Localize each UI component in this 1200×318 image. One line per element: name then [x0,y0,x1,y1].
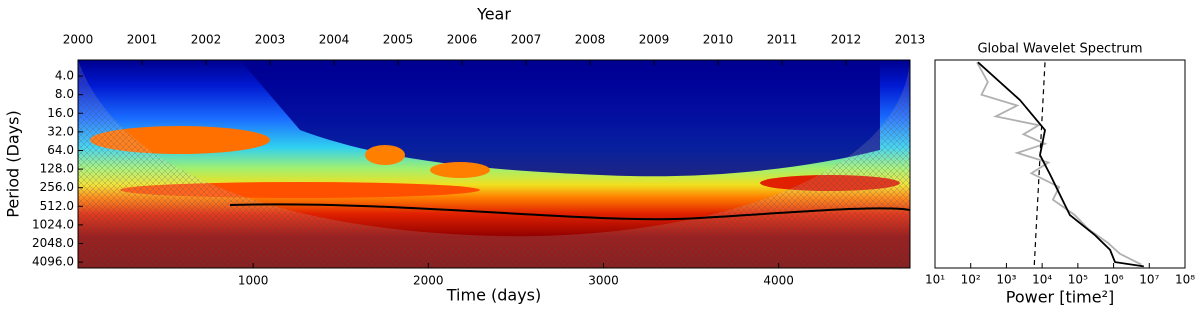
x2-tick-label: 2013 [895,33,926,47]
y-tick-label: 64.0 [47,143,74,157]
y-tick-label: 16.0 [47,106,74,120]
y-tick-label: 8.0 [55,87,74,101]
spectrum-x-label: Power [time²] [1006,288,1115,307]
y-tick-label: 1024.0 [32,217,74,231]
x-tick-label: 10⁸ [1175,273,1195,287]
y-tick-label: 4096.0 [32,255,74,269]
x2-axis-label: Year [476,5,511,24]
x2-tick-label: 2010 [703,33,734,47]
x2-tick-label: 2004 [319,33,350,47]
x-tick-label: 10¹ [925,273,945,287]
y-tick-label: 512.0 [40,199,74,213]
spectrum-title: Global Wavelet Spectrum [977,42,1142,57]
x2-tick-label: 2003 [255,33,286,47]
x-axis-label: Time (days) [446,286,542,305]
x2-tick-label: 2007 [511,33,542,47]
x-tick-label: 10³ [996,273,1016,287]
x-tick-label: 10⁶ [1104,273,1124,287]
x2-tick-label: 2001 [127,33,158,47]
x2-tick-label: 2011 [767,33,798,47]
wavelet-power [78,60,910,268]
x2-tick-label: 2012 [831,33,862,47]
x-tick-label: 1000 [238,274,269,288]
x-tick-label: 4000 [763,274,794,288]
spectrum-line [976,61,1142,266]
spectrum-frame [934,59,1186,269]
y-tick-label: 32.0 [47,124,74,138]
x-tick-label: 10⁴ [1032,273,1052,287]
y-tick-label: 4.0 [55,69,74,83]
y-tick-label: 2048.0 [32,236,74,250]
spectrum-line [977,61,1144,268]
y-axis-label: Period (Days) [4,110,23,217]
y-tick-label: 256.0 [40,180,74,194]
x-tick-label: 2000 [413,274,444,288]
x-tick-label: 10⁷ [1139,273,1159,287]
x-tick-label: 10² [961,273,981,287]
x2-tick-label: 2002 [191,33,222,47]
x-tick-label: 10⁵ [1068,273,1088,287]
x2-tick-label: 2006 [447,33,478,47]
x2-tick-label: 2009 [639,33,670,47]
plot-frame [77,59,911,269]
spectrum-line [1033,62,1046,267]
y-tick-label: 128.0 [40,162,74,176]
x2-tick-label: 2000 [63,33,94,47]
x2-tick-label: 2008 [575,33,606,47]
x2-tick-label: 2005 [383,33,414,47]
x-tick-label: 3000 [588,274,619,288]
